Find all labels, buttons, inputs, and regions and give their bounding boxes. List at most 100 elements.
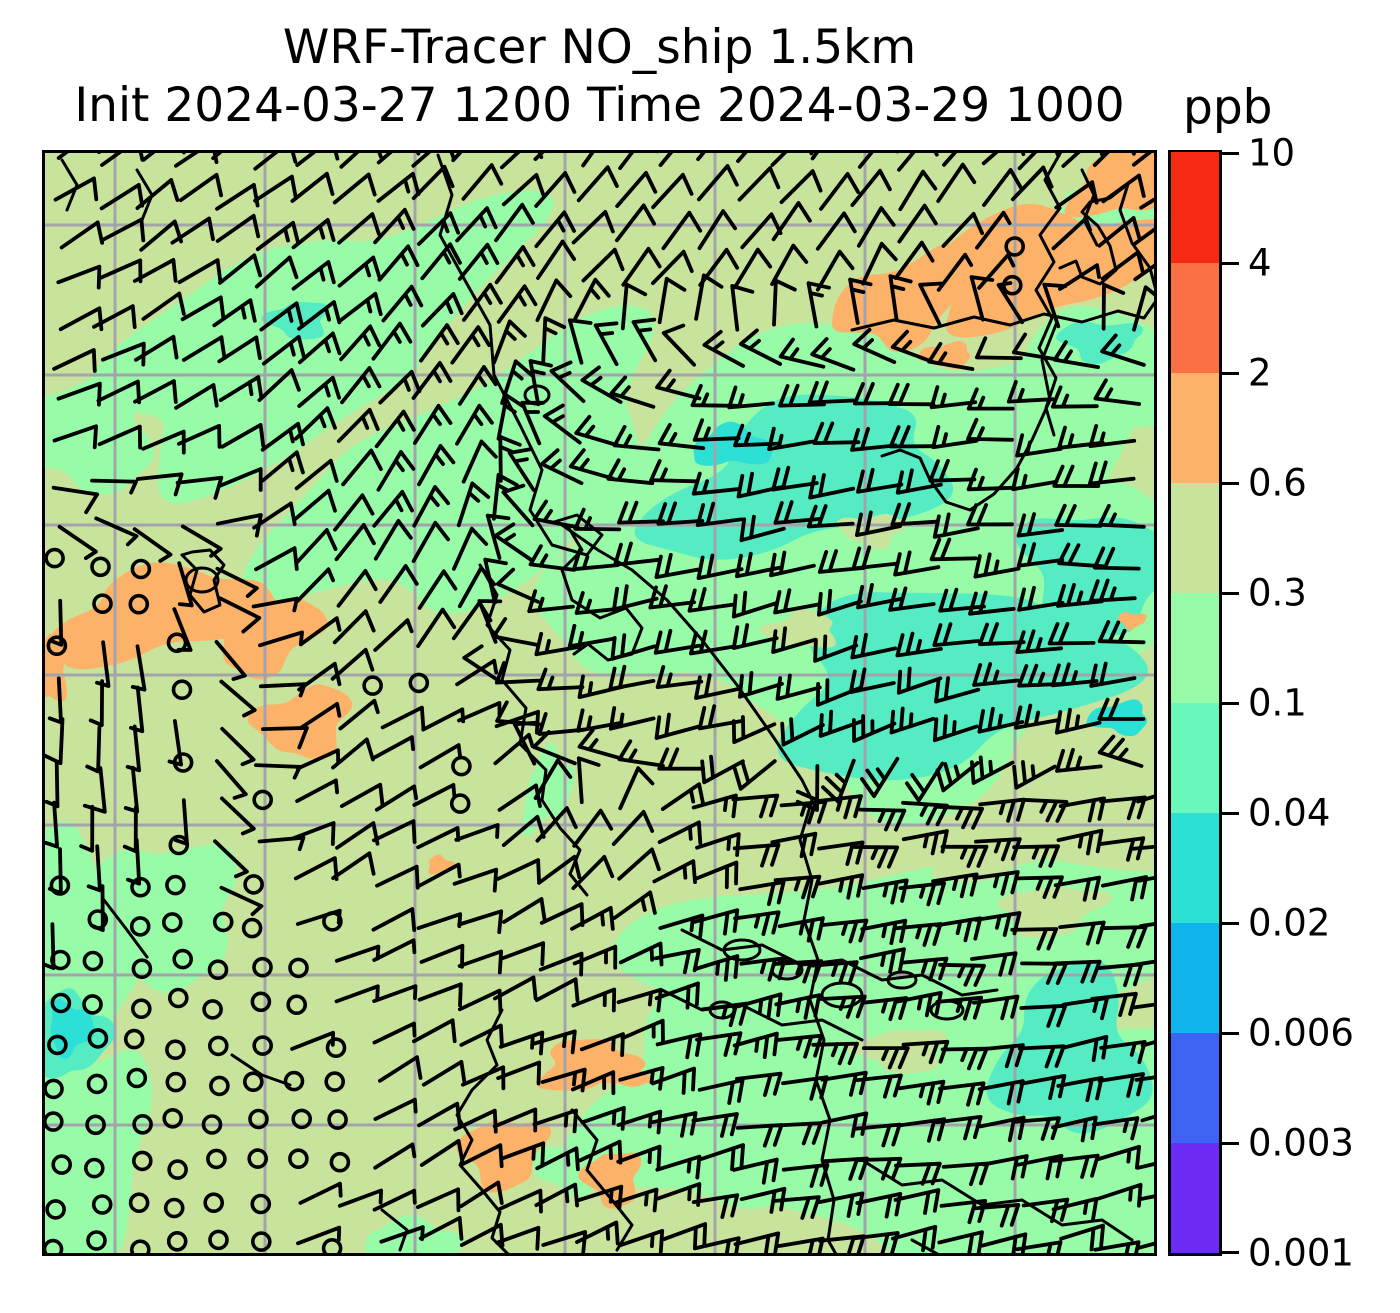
wind-barb xyxy=(691,1193,740,1219)
wind-barb xyxy=(661,323,696,367)
wind-barb xyxy=(132,527,173,563)
wind-barb xyxy=(1140,1113,1157,1123)
wind-barb xyxy=(218,375,264,402)
wind-barb xyxy=(494,661,543,685)
wind-barb xyxy=(532,1108,578,1134)
wind-barb xyxy=(654,981,700,1010)
wind-barb xyxy=(901,800,949,827)
wind-barb xyxy=(1092,1116,1140,1141)
wind-barb xyxy=(532,499,580,530)
colorbar-units-label: ppb xyxy=(1183,80,1273,135)
wind-barb xyxy=(572,547,620,572)
wind-barb xyxy=(895,631,943,658)
wind-barb xyxy=(577,1184,624,1210)
wind-barb xyxy=(1135,1240,1157,1251)
wind-barb xyxy=(898,881,946,907)
wind-barb xyxy=(888,425,937,449)
wind-barb xyxy=(773,874,822,900)
wind-barb xyxy=(58,306,104,332)
wind-barb xyxy=(528,359,553,407)
wind-barb xyxy=(608,706,656,731)
wind-barb xyxy=(212,298,257,328)
field-patch-orange xyxy=(215,599,328,680)
wind-barb xyxy=(1055,747,1103,773)
calm-wind-circle xyxy=(325,1037,347,1059)
wind-barb xyxy=(774,993,822,1020)
wind-barb xyxy=(373,1142,417,1170)
colorbar-tick-label: 2 xyxy=(1248,351,1272,395)
wind-barb xyxy=(299,616,342,646)
calm-wind-circle xyxy=(165,874,186,896)
wind-barb xyxy=(1099,925,1148,949)
wind-barb xyxy=(133,379,178,404)
wind-barb xyxy=(937,1230,984,1256)
colorbar xyxy=(1168,150,1222,1256)
calm-wind-circle xyxy=(288,957,309,979)
calm-wind-circle xyxy=(408,672,430,694)
wind-barb xyxy=(655,368,702,401)
wind-barb xyxy=(135,178,180,210)
wind-barb xyxy=(88,679,104,727)
wind-barb xyxy=(412,485,451,528)
island-outline xyxy=(886,970,918,990)
calm-wind-circle xyxy=(49,875,71,896)
wind-barb xyxy=(411,520,450,563)
wind-barb xyxy=(330,647,375,681)
wind-barb xyxy=(338,291,383,323)
wind-barb xyxy=(700,754,745,785)
wind-barb xyxy=(852,327,897,364)
wind-barb xyxy=(615,171,658,208)
wind-barb xyxy=(1053,959,1102,984)
wind-barb xyxy=(291,218,336,250)
wind-barb xyxy=(380,705,426,731)
wind-barb xyxy=(977,253,1016,290)
wind-barb xyxy=(631,317,658,363)
wind-barb xyxy=(699,1143,745,1172)
wind-barb xyxy=(732,759,777,791)
field-patch-orange xyxy=(247,684,353,760)
wind-barb xyxy=(177,561,194,608)
wind-barb xyxy=(1016,875,1064,899)
wind-barb xyxy=(455,206,498,243)
coastline xyxy=(680,928,999,997)
wind-barb xyxy=(1100,250,1145,281)
wind-barb xyxy=(416,1187,461,1213)
colorbar-tick xyxy=(1222,811,1239,815)
wind-barb xyxy=(571,987,617,1013)
wind-barb xyxy=(662,1222,708,1251)
wind-barb xyxy=(339,782,385,808)
wind-barb xyxy=(697,1078,745,1105)
wind-barb xyxy=(861,1046,910,1070)
wind-barb xyxy=(47,676,63,725)
wind-barb xyxy=(654,712,701,740)
wind-barb xyxy=(777,916,825,943)
wind-barb xyxy=(938,962,986,987)
wind-barb xyxy=(220,796,256,836)
wind-barb xyxy=(780,717,825,747)
wind-barb xyxy=(650,1111,698,1138)
wind-barb xyxy=(860,996,909,1022)
wind-barb xyxy=(695,832,741,857)
colorbar-tick-label: 0.006 xyxy=(1248,1011,1354,1055)
wind-barb xyxy=(451,150,466,163)
colorbar-tick xyxy=(1222,371,1239,375)
wind-barb xyxy=(495,1225,541,1251)
wind-barb xyxy=(293,406,337,441)
wind-barb xyxy=(411,361,453,400)
wind-barb xyxy=(931,424,979,450)
wind-barb xyxy=(889,706,936,735)
wind-barb xyxy=(806,281,831,329)
field-patch-turquoise xyxy=(261,301,329,340)
calm-wind-circle xyxy=(324,1071,346,1092)
wind-barb xyxy=(781,1163,830,1188)
field-patch-cyan xyxy=(50,999,94,1059)
wind-barb xyxy=(533,150,548,161)
wind-barb xyxy=(334,984,380,1004)
wind-barb xyxy=(1019,1003,1068,1028)
wind-barb xyxy=(932,622,980,647)
coastline xyxy=(180,548,226,614)
wind-barb xyxy=(696,553,744,580)
wind-barb xyxy=(821,758,856,804)
calm-wind-circle xyxy=(243,1071,264,1093)
wind-barb xyxy=(536,239,576,280)
